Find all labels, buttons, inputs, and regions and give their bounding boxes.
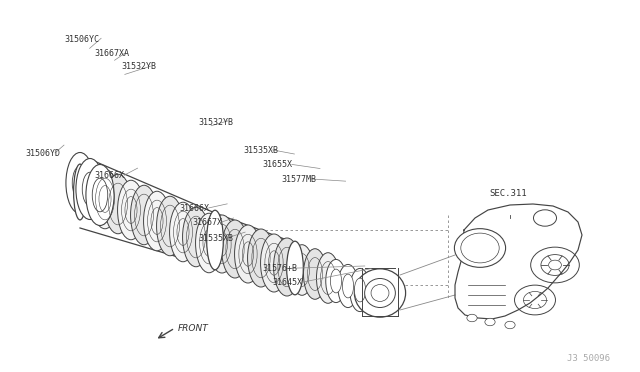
Text: J3 50096: J3 50096 [567,354,610,363]
Text: 31535XB: 31535XB [198,234,234,243]
Text: 31655X: 31655X [262,160,292,169]
Ellipse shape [355,278,365,302]
Ellipse shape [131,185,157,245]
Text: 31576+B: 31576+B [262,264,298,273]
Ellipse shape [235,225,262,283]
Ellipse shape [157,196,184,256]
Ellipse shape [291,245,314,295]
Ellipse shape [207,210,223,270]
Text: SEC.311: SEC.311 [489,189,527,198]
Ellipse shape [196,213,223,273]
Ellipse shape [505,321,515,329]
Text: 31645X: 31645X [272,278,302,287]
Text: 31535XB: 31535XB [243,146,278,155]
Ellipse shape [221,220,248,278]
Ellipse shape [92,178,108,212]
Ellipse shape [326,259,346,302]
Text: 31532YB: 31532YB [122,62,157,71]
Ellipse shape [454,229,506,267]
Text: 31506YC: 31506YC [64,35,99,44]
Ellipse shape [170,202,196,262]
Ellipse shape [534,210,557,226]
Ellipse shape [104,174,131,234]
Ellipse shape [76,158,104,219]
Ellipse shape [182,207,209,267]
Ellipse shape [485,318,495,326]
Text: 31577MB: 31577MB [282,175,317,184]
Text: FRONT: FRONT [178,324,209,333]
Ellipse shape [342,274,354,298]
Ellipse shape [260,234,287,292]
Ellipse shape [66,153,94,214]
Ellipse shape [371,285,389,301]
Ellipse shape [273,238,300,296]
Ellipse shape [74,164,86,220]
Text: 31667XA: 31667XA [95,49,130,58]
Ellipse shape [86,164,114,225]
Text: 31666X: 31666X [95,171,125,180]
Ellipse shape [209,215,236,273]
Text: 31667X: 31667X [192,218,222,227]
Ellipse shape [118,180,145,240]
Ellipse shape [330,269,342,293]
Text: 31506YD: 31506YD [26,149,61,158]
Ellipse shape [143,191,170,251]
Ellipse shape [317,253,339,303]
Ellipse shape [303,249,326,299]
Ellipse shape [338,264,358,308]
Text: 31532YB: 31532YB [198,118,234,126]
Ellipse shape [365,279,396,308]
Ellipse shape [355,269,406,317]
Ellipse shape [92,169,118,229]
Ellipse shape [467,314,477,322]
Ellipse shape [72,166,88,200]
Ellipse shape [83,172,98,206]
Ellipse shape [248,229,275,287]
Ellipse shape [349,269,370,312]
Ellipse shape [287,241,303,295]
Text: 31666X: 31666X [179,204,209,213]
